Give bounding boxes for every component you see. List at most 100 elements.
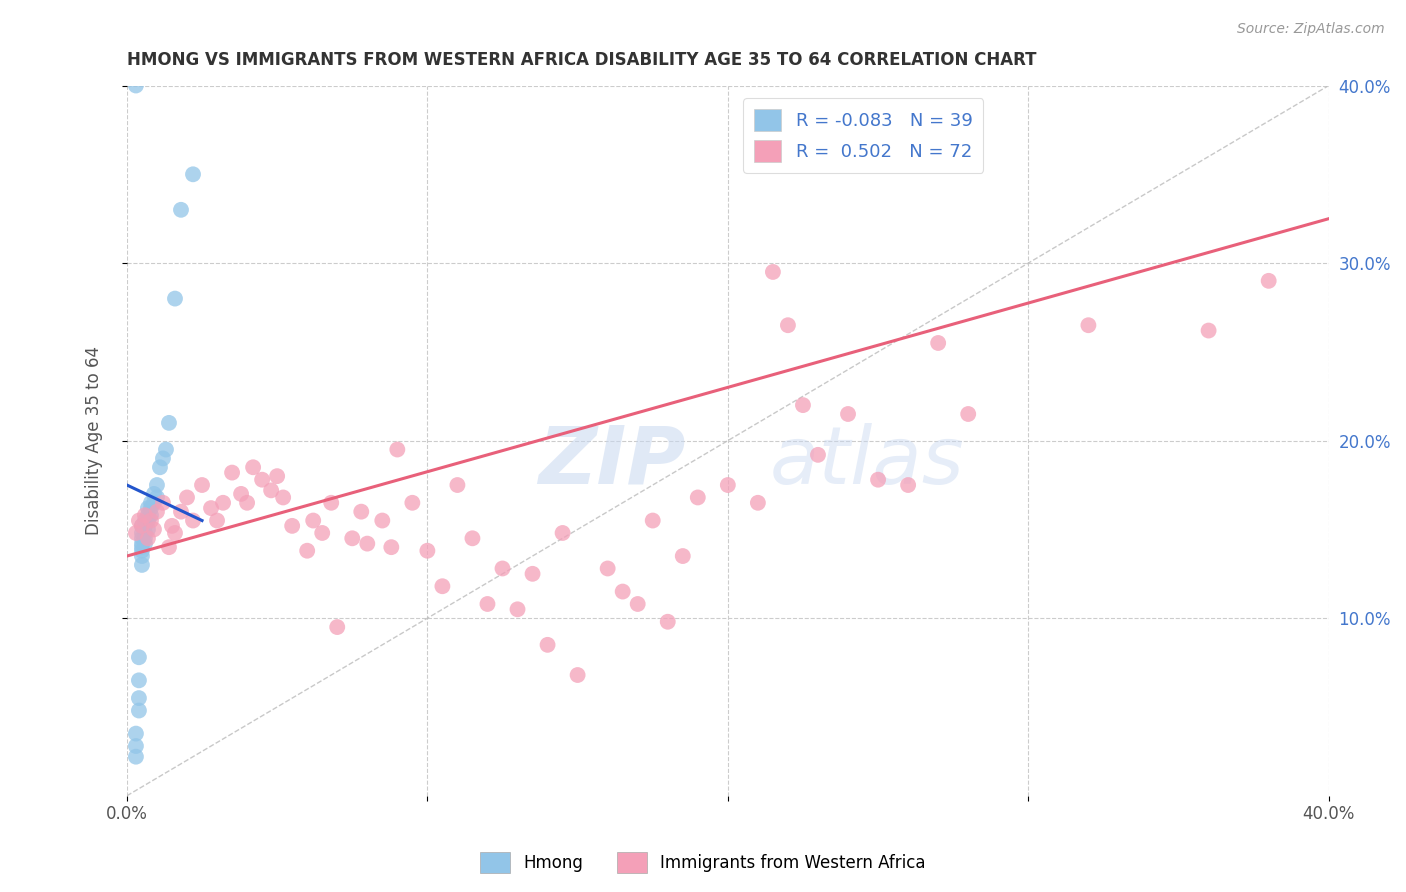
Point xyxy=(446,478,468,492)
Point xyxy=(311,525,333,540)
Point xyxy=(387,442,409,457)
Point xyxy=(139,514,162,528)
Point xyxy=(191,478,214,492)
Point xyxy=(506,602,529,616)
Point xyxy=(522,566,544,581)
Point xyxy=(131,531,153,545)
Point xyxy=(134,536,156,550)
Point xyxy=(776,318,799,333)
Point xyxy=(128,704,150,718)
Point xyxy=(142,496,165,510)
Point xyxy=(139,508,162,523)
Point xyxy=(128,650,150,665)
Point xyxy=(128,673,150,688)
Point xyxy=(957,407,980,421)
Point xyxy=(212,496,235,510)
Point xyxy=(807,448,830,462)
Point xyxy=(142,487,165,501)
Point xyxy=(131,549,153,563)
Point xyxy=(152,496,174,510)
Point xyxy=(221,466,243,480)
Point xyxy=(260,483,283,498)
Text: Source: ZipAtlas.com: Source: ZipAtlas.com xyxy=(1237,22,1385,37)
Point xyxy=(326,620,349,634)
Point xyxy=(136,514,159,528)
Point xyxy=(1077,318,1099,333)
Point xyxy=(432,579,454,593)
Point xyxy=(491,561,513,575)
Point xyxy=(612,584,634,599)
Point xyxy=(125,525,148,540)
Point xyxy=(747,496,769,510)
Point xyxy=(868,473,890,487)
Point xyxy=(672,549,695,563)
Point xyxy=(125,749,148,764)
Legend: Hmong, Immigrants from Western Africa: Hmong, Immigrants from Western Africa xyxy=(474,846,932,880)
Point xyxy=(157,540,180,554)
Point xyxy=(125,78,148,93)
Point xyxy=(350,505,373,519)
Point xyxy=(160,519,183,533)
Point xyxy=(134,531,156,545)
Point xyxy=(236,496,259,510)
Point xyxy=(380,540,402,554)
Point xyxy=(792,398,814,412)
Point xyxy=(416,543,439,558)
Point xyxy=(250,473,273,487)
Point xyxy=(131,536,153,550)
Text: HMONG VS IMMIGRANTS FROM WESTERN AFRICA DISABILITY AGE 35 TO 64 CORRELATION CHAR: HMONG VS IMMIGRANTS FROM WESTERN AFRICA … xyxy=(127,51,1036,69)
Point xyxy=(134,508,156,523)
Point xyxy=(477,597,499,611)
Point xyxy=(170,505,193,519)
Point xyxy=(200,501,222,516)
Point xyxy=(837,407,859,421)
Point xyxy=(356,536,378,550)
Point xyxy=(295,543,318,558)
Point xyxy=(181,514,204,528)
Point xyxy=(157,416,180,430)
Point xyxy=(897,478,920,492)
Point xyxy=(128,691,150,706)
Point xyxy=(762,265,785,279)
Point xyxy=(142,523,165,537)
Point xyxy=(1257,274,1279,288)
Point xyxy=(128,514,150,528)
Point xyxy=(146,491,169,505)
Point xyxy=(155,442,177,457)
Point xyxy=(146,478,169,492)
Point xyxy=(302,514,325,528)
Point xyxy=(271,491,294,505)
Point xyxy=(176,491,198,505)
Point xyxy=(321,496,343,510)
Legend: R = -0.083   N = 39, R =  0.502   N = 72: R = -0.083 N = 39, R = 0.502 N = 72 xyxy=(744,98,983,173)
Point xyxy=(131,519,153,533)
Point xyxy=(686,491,709,505)
Point xyxy=(131,558,153,572)
Point xyxy=(152,451,174,466)
Point xyxy=(717,478,740,492)
Point xyxy=(181,167,204,181)
Point xyxy=(371,514,394,528)
Point xyxy=(1198,324,1220,338)
Point xyxy=(242,460,264,475)
Point xyxy=(131,540,153,554)
Point xyxy=(139,496,162,510)
Point xyxy=(131,525,153,540)
Point xyxy=(229,487,252,501)
Point xyxy=(146,505,169,519)
Point xyxy=(927,336,949,351)
Point xyxy=(125,726,148,740)
Point xyxy=(567,668,589,682)
Point xyxy=(281,519,304,533)
Point xyxy=(149,460,172,475)
Point xyxy=(125,739,148,753)
Text: atlas: atlas xyxy=(770,423,965,501)
Point xyxy=(163,292,186,306)
Y-axis label: Disability Age 35 to 64: Disability Age 35 to 64 xyxy=(86,346,103,535)
Point xyxy=(163,525,186,540)
Point xyxy=(205,514,228,528)
Point xyxy=(136,531,159,545)
Point xyxy=(266,469,288,483)
Point xyxy=(131,519,153,533)
Point xyxy=(136,501,159,516)
